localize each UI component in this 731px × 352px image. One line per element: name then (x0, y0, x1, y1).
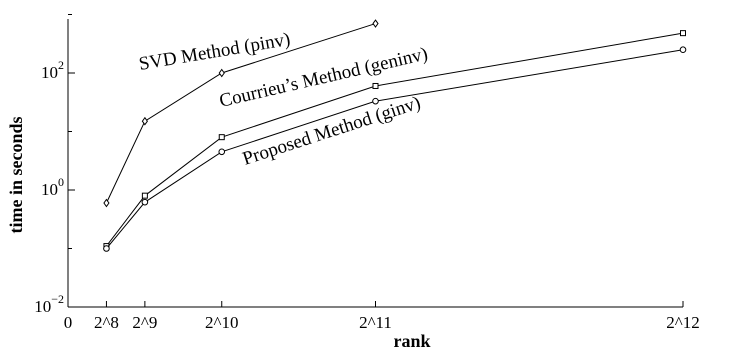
axes: 10−2 100 102 0 2^8 2^9 2^10 2^11 2^12 (34, 14, 700, 332)
y-axis-title: time in seconds (6, 117, 26, 234)
series-label-svd: SVD Method (pinv) (137, 29, 291, 75)
data-point (218, 148, 226, 156)
y-tick-label: 10−2 (34, 292, 64, 316)
y-tick-label: 100 (41, 175, 64, 199)
x-tick-label: 2^8 (94, 313, 119, 332)
series-line (105, 23, 376, 204)
y-tick-label: 102 (41, 58, 64, 82)
series-group (103, 19, 687, 252)
data-point (680, 30, 686, 37)
data-point (679, 46, 687, 54)
x-tick-label: 0 (64, 313, 73, 332)
data-point (141, 192, 148, 199)
data-point (372, 97, 379, 105)
data-point (141, 198, 149, 206)
x-axis-title: rank (393, 331, 430, 351)
x-tick-label: 2^12 (666, 313, 699, 332)
data-point (103, 198, 110, 208)
x-tick-label: 2^11 (359, 313, 392, 332)
data-point (218, 134, 225, 141)
data-point (372, 82, 379, 89)
series-1 (103, 19, 379, 208)
series-label-proposed: Proposed Method (ginv) (240, 92, 423, 169)
series-3 (103, 46, 687, 252)
data-point (141, 116, 148, 126)
data-point (103, 245, 110, 252)
x-tick-label: 2^9 (132, 313, 157, 332)
data-point (218, 68, 225, 78)
series-2 (103, 30, 686, 250)
x-tick-label: 2^10 (205, 313, 238, 332)
series-line (106, 49, 684, 249)
data-point (372, 19, 379, 28)
